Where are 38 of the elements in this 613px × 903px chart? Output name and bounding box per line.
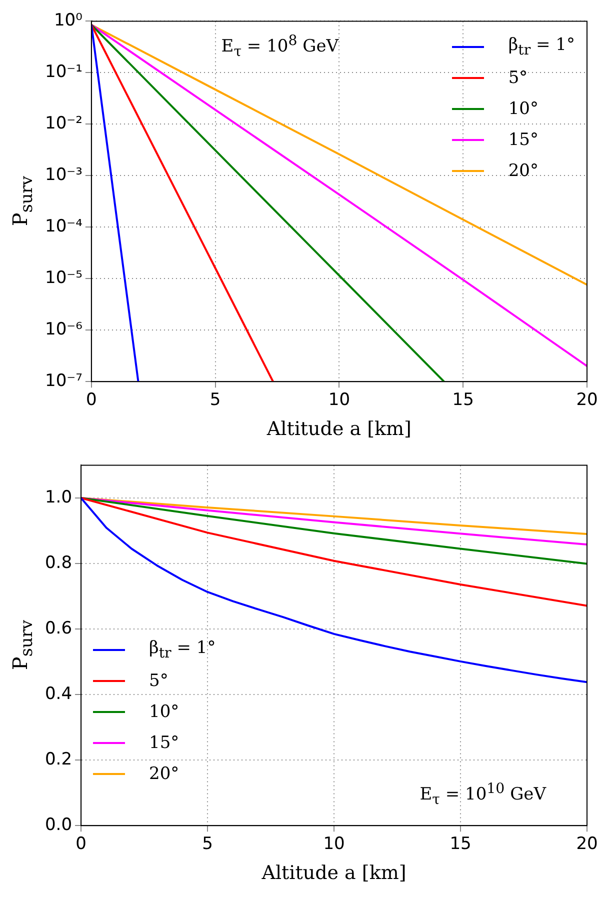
x-axis-title: Altitude a [km]: [260, 862, 408, 884]
legend-label: 15°: [508, 130, 538, 150]
x-tick-label: 0: [76, 834, 86, 854]
legend-label: 10°: [149, 702, 180, 722]
y-tick-label: 0.2: [44, 749, 72, 770]
x-tick-label: 15: [452, 390, 474, 410]
y-tick-label: 10⁻³: [45, 165, 82, 186]
y-tick-label: 10⁻²: [45, 114, 82, 134]
legend-label: 15°: [149, 733, 180, 754]
y-tick-label: 10⁻⁶: [45, 320, 83, 340]
x-tick-label: 20: [576, 834, 598, 854]
y-tick-label: 1.0: [44, 487, 72, 508]
legend-label: 10°: [508, 98, 538, 119]
y-tick-label: 10⁻⁵: [45, 268, 82, 288]
y-tick-label: 10⁰: [54, 10, 83, 31]
y-tick-label: 0.0: [44, 815, 72, 836]
x-tick-label: 10: [323, 834, 345, 854]
legend-label: β$_{tr}$ = 1°: [508, 34, 575, 58]
y-tick-label: 0.4: [44, 684, 72, 704]
x-axis-title: Altitude a [km]: [266, 418, 412, 440]
y-tick-label: 0.8: [44, 552, 72, 573]
x-tick-label: 5: [210, 390, 221, 410]
y-tick-label: 10⁻⁷: [45, 371, 83, 392]
y-tick-label: 10⁻¹: [45, 62, 82, 82]
x-tick-label: 10: [328, 390, 350, 410]
legend-label: 5°: [508, 68, 528, 88]
legend-label: 5°: [149, 671, 168, 692]
legend-label: β$_{tr}$ = 1°: [149, 638, 216, 662]
y-tick-label: 10⁻⁴: [45, 216, 83, 237]
legend-label: 20°: [149, 764, 180, 784]
legend-label: 20°: [508, 160, 538, 181]
annotation: E$_{τ}$ = 10$^{8}$ GeV: [220, 33, 340, 60]
y-tick-label: 0.6: [44, 618, 72, 638]
annotation: E$_{τ}$ = 10$^{10}$ GeV: [418, 780, 547, 808]
x-tick-label: 20: [576, 390, 598, 410]
x-tick-label: 0: [86, 390, 97, 410]
x-tick-label: 15: [450, 834, 472, 854]
x-tick-label: 5: [202, 834, 213, 854]
